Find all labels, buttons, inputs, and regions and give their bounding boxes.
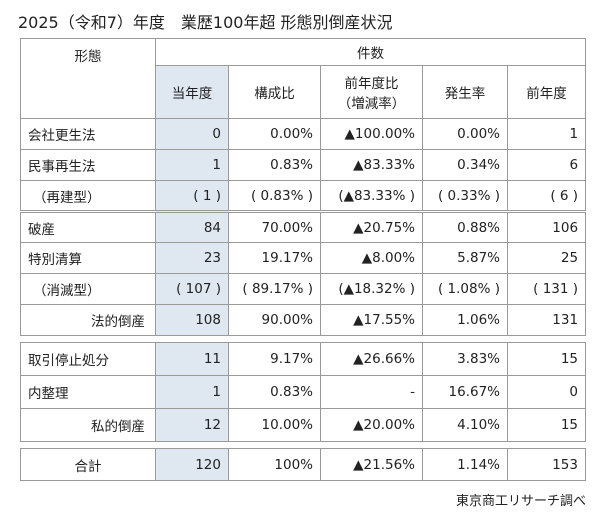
row-label: 合計	[20, 448, 156, 481]
row-label: 破産	[20, 210, 156, 243]
cell: 0	[155, 118, 229, 150]
table-row: 会社更生法 0 0.00% ▲100.00% 0.00% 1	[20, 118, 587, 150]
cell: 1	[506, 118, 587, 150]
cell: 106	[506, 210, 587, 243]
cell: 0.83%	[228, 375, 321, 409]
cell: 4.10%	[422, 408, 508, 442]
row-label: 特別清算	[20, 242, 156, 274]
row-label: 取引停止処分	[20, 342, 156, 376]
cell: (▲83.33% )	[320, 180, 423, 212]
column-label: 発生率	[444, 86, 486, 102]
cell: 108	[155, 304, 229, 336]
table-row: 合計 120 100% ▲21.56% 1.14% 153	[20, 448, 586, 481]
table-row: （消滅型）( 107 )( 89.17% ) (▲18.32% )( 1.08% …	[20, 273, 587, 305]
cell: 0	[507, 375, 586, 409]
cell: ▲17.55%	[320, 304, 423, 336]
cell: 1	[155, 149, 229, 181]
cell: 15	[507, 342, 586, 376]
cell: ▲100.00%	[320, 118, 423, 150]
table-row: 民事再生法 1 0.83% ▲83.33% 0.34% 6	[20, 149, 587, 181]
column-label: 当年度	[171, 86, 213, 102]
cell: 15	[507, 408, 586, 442]
column-header: 前年度比 （増減率）	[320, 65, 423, 119]
cell: 5.87%	[422, 242, 508, 274]
cell: 90.00%	[228, 304, 321, 336]
cell: 6	[506, 149, 587, 181]
row-label: 会社更生法	[20, 118, 156, 150]
cell: 11	[155, 342, 229, 376]
table-row: 特別清算 23 19.17% ▲8.00% 5.87% 25	[20, 242, 587, 274]
cell: 23	[155, 242, 229, 274]
cell: 9.17%	[228, 342, 321, 376]
cell: 3.83%	[422, 342, 508, 376]
cell: 153	[507, 448, 586, 481]
cell: 12	[155, 408, 229, 442]
row-label: （消滅型）	[20, 273, 156, 305]
row-label: 民事再生法	[20, 149, 156, 181]
cell: ▲26.66%	[320, 342, 423, 376]
column-label: 前年度比	[344, 76, 399, 92]
cell: 1	[155, 375, 229, 409]
table-row: 取引停止処分 11 9.17% ▲26.66% 3.83% 15	[20, 342, 586, 376]
cell: ( 107 )	[155, 273, 229, 305]
cell: 10.00%	[228, 408, 321, 442]
cell: ( 1.08% )	[422, 273, 508, 305]
cell: 70.00%	[228, 210, 321, 243]
cell: ▲8.00%	[320, 242, 423, 274]
table-private: 取引停止処分 11 9.17% ▲26.66% 3.83% 15 内整理 1 0.83% -16.…	[20, 342, 586, 442]
cell: ▲83.33%	[320, 149, 423, 181]
row-label: 私的倒産	[20, 408, 156, 442]
column-label: 前年度	[526, 86, 567, 102]
cell: 0.83%	[228, 149, 321, 181]
cell: 84	[155, 210, 229, 243]
column-header: 当年度	[155, 65, 229, 119]
row-label: （再建型）	[20, 180, 156, 212]
group-header: 件数	[154, 38, 587, 66]
table-row: 破産 84 70.00% ▲20.75% 0.88% 106	[20, 210, 587, 243]
table-row: 内整理 1 0.83% -16.67% 0	[20, 375, 586, 409]
cell: 19.17%	[228, 242, 321, 274]
title: 2025（令和7）年度 業歴100年超 形態別倒産状況	[18, 13, 393, 32]
column-label: 構成比	[254, 86, 295, 102]
cell: ( 0.33% )	[422, 180, 508, 212]
cell: 0.34%	[422, 149, 508, 181]
category-header: 形態	[20, 38, 156, 119]
cell: 1.14%	[422, 448, 508, 481]
cell: ( 131 )	[506, 273, 587, 305]
row-label: 内整理	[20, 375, 156, 409]
column-header: 発生率	[422, 65, 508, 119]
cell: 0.00%	[422, 118, 508, 150]
cell: 1.06%	[422, 304, 508, 336]
cell: 16.67%	[422, 375, 508, 409]
cell: ( 0.83% )	[228, 180, 321, 212]
cell: ( 89.17% )	[228, 273, 321, 305]
column-note: （増減率）	[337, 96, 406, 112]
source-note: 東京商工リサーチ調べ	[455, 494, 586, 509]
cell: ▲20.75%	[320, 210, 423, 243]
table-row: 私的倒産 12 10.00% ▲20.00% 4.10% 15	[20, 408, 586, 442]
cell: 100%	[228, 448, 321, 481]
cell: 25	[506, 242, 587, 274]
cell: 131	[506, 304, 587, 336]
column-header: 前年度	[506, 65, 587, 119]
cell: (▲18.32% )	[320, 273, 423, 305]
cell: 120	[155, 448, 229, 481]
cell: ▲20.00%	[320, 408, 423, 442]
row-label: 法的倒産	[20, 304, 156, 336]
cell: 0.00%	[228, 118, 321, 150]
cell: -	[320, 375, 423, 409]
table-row: （再建型）( 1 )( 0.83% ) (▲83.33% )( 0.33% )( …	[20, 180, 587, 212]
table-legal: 形態 件数 当年度 構成比 前年度比 （増減率） 発生率 前年度 会社更生法 0 0.00% ▲…	[20, 38, 587, 336]
cell: ▲21.56%	[320, 448, 423, 481]
cell: ( 6 )	[506, 180, 587, 212]
column-header: 構成比	[228, 65, 321, 119]
table-total: 合計 120 100% ▲21.56% 1.14% 153	[20, 448, 586, 481]
table-row: 法的倒産 108 90.00% ▲17.55% 1.06% 131	[20, 304, 587, 336]
cell: ( 1 )	[155, 180, 229, 212]
cell: 0.88%	[422, 210, 508, 243]
